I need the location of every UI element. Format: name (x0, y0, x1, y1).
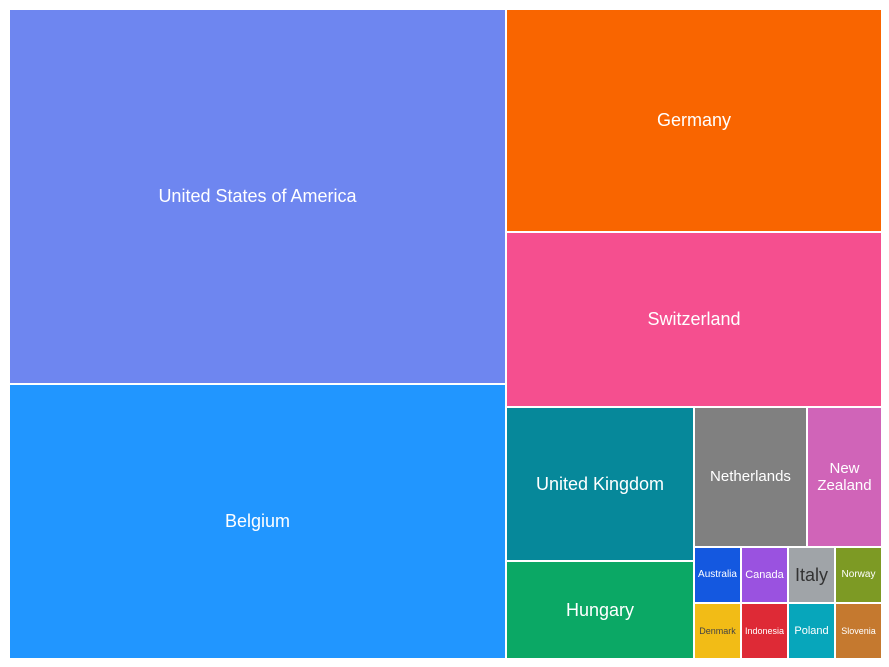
treemap-label-united-kingdom: United Kingdom (535, 473, 665, 494)
treemap-label-switzerland: Switzerland (647, 309, 741, 330)
treemap-tile-denmark: Denmark (694, 603, 741, 659)
treemap-label-new-zealand: New Zealand (817, 459, 872, 494)
treemap-label-germany: Germany (656, 110, 732, 131)
treemap-tile-switzerland: Switzerland (506, 232, 882, 407)
treemap-label-slovenia: Slovenia (841, 625, 876, 636)
treemap-tile-italy: Italy (788, 547, 835, 603)
treemap-label-belgium: Belgium (224, 511, 291, 532)
treemap-label-netherlands: Netherlands (710, 468, 791, 486)
treemap-tile-indonesia: Indonesia (741, 603, 788, 659)
treemap-tile-australia: Australia (694, 547, 741, 603)
treemap-label-norway: Norway (841, 569, 876, 581)
treemap-tile-united-states-of-america: United States of America (9, 9, 506, 384)
treemap-tile-netherlands: Netherlands (694, 407, 807, 547)
treemap-tile-germany: Germany (506, 9, 882, 232)
treemap-label-denmark: Denmark (699, 625, 736, 636)
treemap-label-italy: Italy (794, 564, 828, 585)
treemap-tile-belgium: Belgium (9, 384, 506, 659)
treemap-tile-hungary: Hungary (506, 561, 694, 659)
treemap-tile-poland: Poland (788, 603, 835, 659)
treemap-tile-norway: Norway (835, 547, 882, 603)
treemap-tile-canada: Canada (741, 547, 788, 603)
treemap-label-australia: Australia (698, 569, 737, 581)
treemap-label-canada: Canada (745, 568, 784, 581)
treemap-label-poland: Poland (794, 624, 829, 637)
treemap-tile-slovenia: Slovenia (835, 603, 882, 659)
treemap-label-united-states-of-america: United States of America (158, 186, 357, 207)
treemap-label-indonesia: Indonesia (744, 625, 785, 636)
treemap-tile-united-kingdom: United Kingdom (506, 407, 694, 561)
treemap-label-hungary: Hungary (565, 599, 635, 620)
treemap-tile-new-zealand: New Zealand (807, 407, 882, 547)
